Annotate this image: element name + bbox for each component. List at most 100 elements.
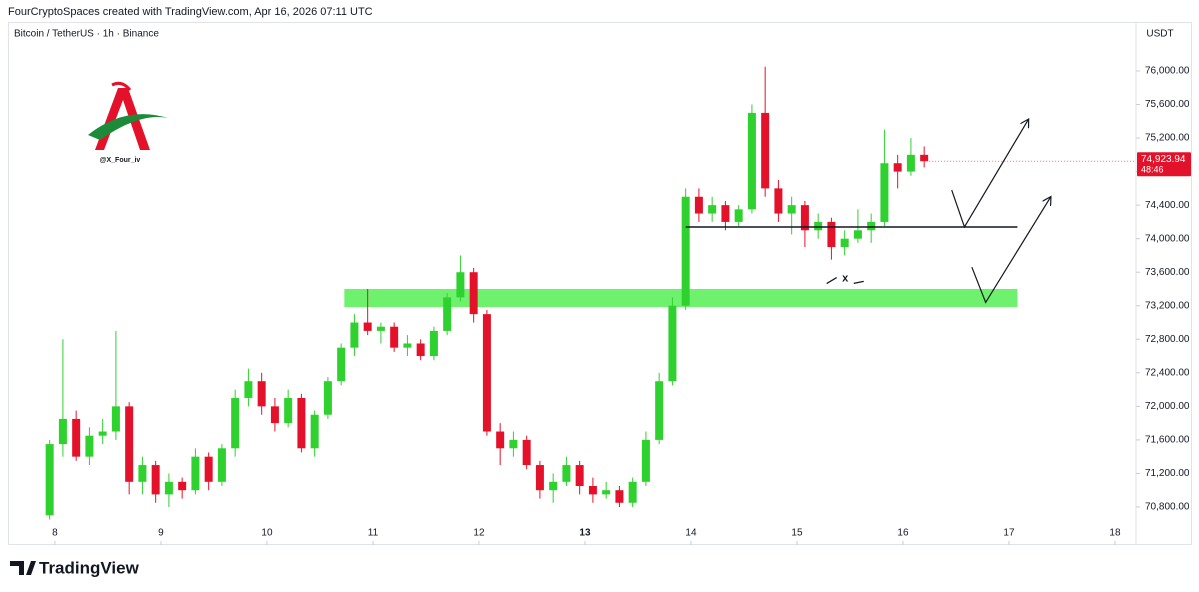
candle-body [125, 406, 134, 482]
y-tick-label: 72,400.00 [1145, 367, 1190, 378]
candle-body [853, 230, 862, 239]
candle-body [562, 465, 571, 482]
candle-body [509, 439, 518, 449]
candle-body [164, 481, 173, 495]
candle-body [469, 272, 478, 315]
candle-body [456, 272, 465, 298]
candle-body [655, 381, 664, 440]
x-tick-label: 14 [685, 528, 697, 539]
countdown: 48:46 [1141, 165, 1164, 175]
projection-arrow [971, 198, 1050, 304]
y-tick-label: 70,800.00 [1145, 502, 1190, 513]
candle-body [496, 431, 505, 449]
candle-body [72, 418, 81, 457]
candle-body [191, 456, 200, 491]
y-tick-label: 73,200.00 [1145, 300, 1190, 311]
candle-body [217, 448, 226, 482]
logo-swoosh [88, 114, 168, 140]
candle-body [390, 326, 399, 348]
symbol-title: Bitcoin / TetherUS · 1h · Binance [14, 29, 159, 40]
y-tick-label: 75,600.00 [1145, 99, 1190, 110]
projection-arrow [951, 120, 1028, 229]
candle-body [58, 418, 67, 445]
footer-logo: TradingView [10, 558, 140, 577]
logo-arc [111, 81, 132, 91]
frame [8, 22, 1192, 545]
candle-body [681, 196, 690, 306]
x-tick-label: 13 [579, 528, 591, 539]
candle-body [787, 205, 796, 214]
candle-body [535, 465, 544, 491]
x-tick-label: 10 [261, 528, 273, 539]
candle-body [151, 465, 160, 495]
candle-body [257, 381, 266, 407]
candle-body [761, 112, 770, 189]
header: FourCryptoSpaces created with TradingVie… [8, 6, 373, 18]
y-tick-label: 72,000.00 [1145, 401, 1190, 412]
marker-label: x [842, 272, 849, 284]
y-tick-label: 76,000.00 [1145, 66, 1190, 77]
candle-body [602, 490, 611, 495]
y-tick-label: 73,600.00 [1145, 267, 1190, 278]
candle-body [337, 347, 346, 382]
logo-a [95, 88, 150, 150]
candle-body [45, 444, 54, 516]
candle-body [85, 435, 94, 457]
candle-body [98, 431, 107, 436]
currency: USDT [1146, 29, 1173, 40]
footer-brand: TradingView [39, 558, 140, 577]
candle-body [429, 330, 438, 357]
y-tick-label: 72,800.00 [1145, 334, 1190, 345]
y-tick-label: 74,400.00 [1145, 200, 1190, 211]
x-tick-label: 18 [1109, 528, 1121, 539]
candle-body [628, 481, 637, 503]
y-tick-label: 74,000.00 [1145, 233, 1190, 244]
candle-body [270, 406, 279, 424]
candle-body [138, 465, 147, 482]
candle-body [178, 481, 187, 491]
price-box [1137, 152, 1191, 177]
candle-body [814, 221, 823, 231]
candle-body [310, 414, 319, 449]
candle-body [880, 163, 889, 222]
candle-body [204, 456, 213, 482]
candle-body [297, 397, 306, 449]
x-tick-label: 12 [473, 528, 485, 539]
candle-body [231, 397, 240, 449]
tv-icon [10, 561, 36, 575]
candle-body [774, 188, 783, 214]
candle-body [615, 490, 624, 503]
candle-body [906, 154, 915, 172]
x-tick-label: 8 [52, 528, 58, 539]
y-tick-label: 75,200.00 [1145, 133, 1190, 144]
price-label: 74,923.94 [1141, 154, 1186, 165]
candle-body [708, 205, 717, 214]
candle-body [350, 322, 359, 348]
x-tick-label: 9 [158, 528, 164, 539]
candle-body [694, 196, 703, 214]
y-tick-label: 71,600.00 [1145, 435, 1190, 446]
candle-body [549, 481, 558, 491]
candle-body [244, 381, 253, 398]
candle-body [416, 343, 425, 357]
support-zone [344, 288, 1018, 308]
candle-body [363, 322, 372, 331]
candle-body [111, 406, 120, 432]
candle-body [721, 205, 730, 222]
candle-body [641, 439, 650, 482]
candle-body [482, 314, 491, 432]
candle-body [668, 305, 677, 382]
candle-body [840, 238, 849, 248]
candle-body [323, 381, 332, 415]
candle-body [575, 465, 584, 487]
marker-bracket [826, 277, 864, 285]
candle-body [376, 326, 385, 331]
candle-body [920, 154, 929, 162]
watermark: @X_Four_iv [100, 157, 141, 164]
x-tick-label: 17 [1003, 528, 1015, 539]
candle-body [827, 221, 836, 248]
y-tick-label: 71,200.00 [1145, 468, 1190, 479]
x-tick-label: 15 [791, 528, 803, 539]
candle-body [867, 221, 876, 231]
candle-body [893, 163, 902, 172]
